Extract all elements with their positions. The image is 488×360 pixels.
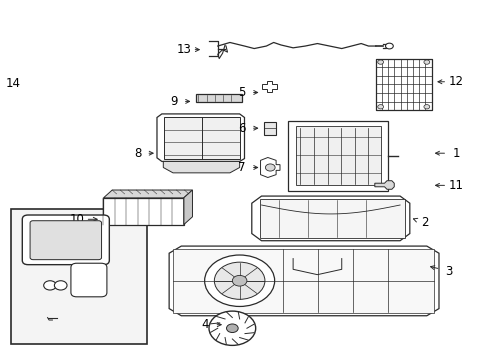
Polygon shape [169, 246, 438, 316]
Polygon shape [157, 114, 244, 161]
Circle shape [204, 255, 274, 306]
Circle shape [265, 164, 275, 171]
Polygon shape [183, 190, 192, 225]
Text: 6: 6 [238, 122, 245, 135]
Text: 3: 3 [444, 265, 451, 278]
Text: 1: 1 [451, 147, 459, 160]
Circle shape [54, 281, 67, 290]
FancyBboxPatch shape [71, 263, 107, 297]
Text: 14: 14 [6, 77, 21, 90]
Circle shape [423, 105, 429, 109]
Text: 13: 13 [176, 43, 191, 56]
Bar [196, 94, 242, 102]
Text: 9: 9 [170, 95, 177, 108]
Bar [295, 126, 380, 185]
Polygon shape [260, 157, 280, 177]
FancyBboxPatch shape [30, 221, 102, 260]
Text: 11: 11 [447, 179, 463, 192]
Bar [103, 198, 183, 225]
Circle shape [423, 60, 429, 64]
Bar [164, 117, 239, 159]
Polygon shape [374, 181, 393, 189]
Circle shape [43, 281, 56, 290]
Bar [264, 122, 276, 135]
Text: 4: 4 [202, 318, 209, 331]
Circle shape [214, 262, 264, 299]
Text: 8: 8 [134, 147, 141, 160]
Circle shape [377, 60, 383, 64]
Bar [287, 121, 387, 191]
Circle shape [232, 275, 246, 286]
Circle shape [377, 105, 383, 109]
Circle shape [226, 324, 238, 333]
Circle shape [208, 311, 255, 345]
Polygon shape [103, 190, 192, 198]
Text: 5: 5 [238, 86, 245, 99]
Polygon shape [163, 161, 239, 173]
Bar [11, 208, 147, 344]
Circle shape [385, 43, 392, 49]
Bar [375, 59, 431, 111]
FancyBboxPatch shape [22, 215, 109, 265]
Text: 10: 10 [69, 213, 84, 226]
Polygon shape [251, 196, 409, 241]
Bar [172, 249, 433, 313]
Text: 12: 12 [447, 75, 463, 88]
Text: 7: 7 [238, 161, 245, 174]
Bar [260, 199, 404, 238]
Text: 2: 2 [420, 216, 427, 229]
Polygon shape [262, 81, 277, 93]
